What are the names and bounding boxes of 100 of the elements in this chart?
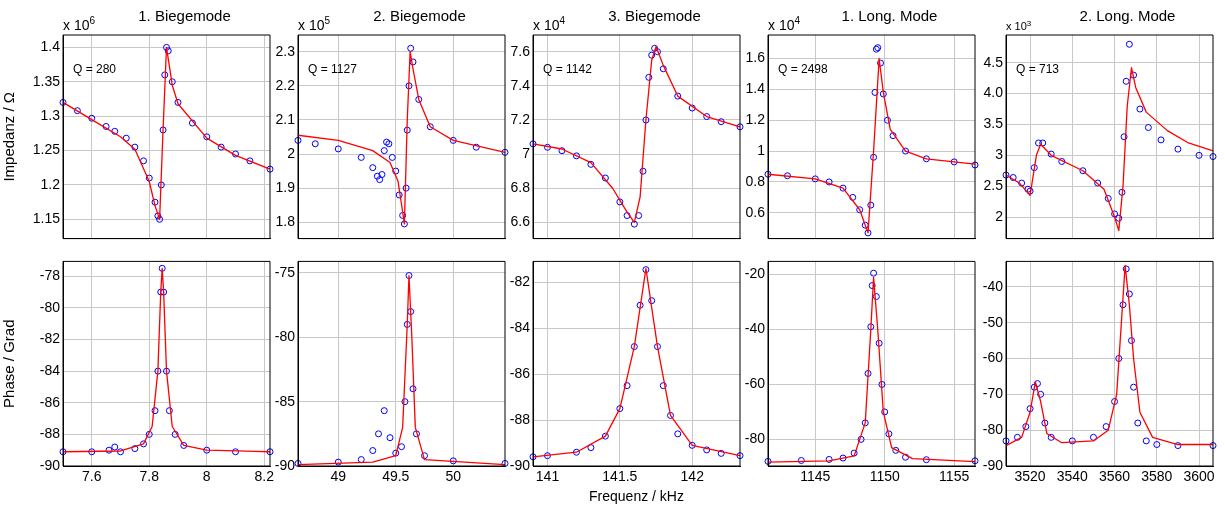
y-tick-label: -84 bbox=[509, 319, 531, 336]
point bbox=[1130, 383, 1138, 391]
point bbox=[572, 448, 580, 456]
point bbox=[1018, 179, 1026, 187]
point bbox=[392, 449, 400, 457]
point bbox=[501, 459, 509, 467]
point bbox=[881, 408, 889, 416]
point bbox=[156, 215, 164, 223]
y-tick-label: -86 bbox=[509, 365, 531, 382]
point bbox=[543, 143, 551, 151]
point bbox=[764, 457, 772, 465]
point bbox=[1041, 419, 1049, 427]
point bbox=[376, 176, 384, 184]
x-tick-label: 141.5 bbox=[602, 468, 638, 485]
point bbox=[857, 435, 865, 443]
point bbox=[736, 452, 744, 460]
y-tick-label: -84 bbox=[39, 361, 61, 378]
point bbox=[667, 411, 675, 419]
point bbox=[1026, 405, 1034, 413]
y-tick-label: -20 bbox=[744, 265, 766, 282]
point bbox=[529, 140, 537, 148]
point bbox=[415, 95, 423, 103]
y-tick-label: 2.5 bbox=[983, 177, 1004, 194]
point bbox=[616, 198, 624, 206]
point bbox=[400, 220, 408, 228]
point bbox=[88, 448, 96, 456]
point bbox=[653, 48, 661, 56]
point bbox=[151, 407, 159, 415]
annotation: Q = 280 bbox=[73, 62, 117, 76]
point bbox=[1047, 150, 1055, 158]
x-tick-label: 49.5 bbox=[382, 468, 410, 485]
y-tick-label: 1.2 bbox=[745, 111, 766, 128]
point bbox=[635, 212, 643, 220]
y-tick-label: -40 bbox=[744, 320, 766, 337]
point bbox=[883, 116, 891, 124]
point bbox=[601, 432, 609, 440]
y-tick-label: -86 bbox=[39, 393, 61, 410]
point bbox=[122, 134, 130, 142]
point bbox=[59, 98, 67, 106]
x-tick-label: 1150 bbox=[869, 468, 900, 485]
point bbox=[145, 430, 153, 438]
x-tick-label: 7.6 bbox=[82, 468, 102, 485]
point bbox=[1037, 390, 1045, 398]
y-tick-label: 1.4 bbox=[40, 38, 61, 55]
y-tick-label: -88 bbox=[509, 410, 531, 427]
point bbox=[174, 98, 182, 106]
point bbox=[407, 44, 415, 52]
point bbox=[412, 430, 420, 438]
point bbox=[839, 184, 847, 192]
point bbox=[1102, 423, 1110, 431]
y-tick-label: -90 bbox=[39, 456, 61, 473]
point bbox=[630, 343, 638, 351]
chart-title: 1. Long. Mode bbox=[841, 7, 938, 24]
point bbox=[1089, 433, 1097, 441]
point bbox=[1111, 398, 1119, 405]
point bbox=[398, 443, 405, 451]
x-tick-label: 3540 bbox=[1056, 468, 1089, 485]
y-axis-title: Impedanz / Ω bbox=[0, 92, 18, 182]
point bbox=[871, 88, 879, 96]
chart-title: 1. Biegemode bbox=[138, 7, 231, 24]
point bbox=[1127, 337, 1135, 345]
point bbox=[357, 153, 365, 161]
y-tick-label: 2.2 bbox=[275, 76, 296, 93]
point bbox=[409, 385, 417, 393]
point bbox=[922, 155, 930, 163]
point bbox=[1104, 195, 1112, 202]
y-tick-label: -60 bbox=[744, 375, 766, 392]
y-tick-label: 2 bbox=[287, 144, 296, 161]
point bbox=[879, 90, 887, 98]
point bbox=[875, 339, 883, 347]
point bbox=[971, 457, 979, 465]
chart-title: 3. Biegemode bbox=[608, 7, 701, 24]
point bbox=[399, 211, 407, 219]
x-tick-label: 7.8 bbox=[139, 468, 160, 485]
point bbox=[1122, 77, 1130, 85]
y-tick-label: 0.6 bbox=[745, 203, 766, 220]
y-tick-label: 1.25 bbox=[32, 141, 61, 158]
point bbox=[639, 167, 647, 175]
point bbox=[797, 457, 805, 465]
y-tick-label: -78 bbox=[39, 267, 61, 284]
point bbox=[395, 191, 403, 199]
point bbox=[375, 430, 382, 438]
point bbox=[558, 147, 566, 155]
annotation: Q = 1127 bbox=[308, 62, 358, 76]
y-tick-label: 1.2 bbox=[40, 175, 61, 192]
point bbox=[154, 212, 162, 220]
point bbox=[616, 405, 624, 413]
y-axis-title: Phase / Grad bbox=[0, 319, 18, 408]
point bbox=[403, 126, 411, 134]
point bbox=[111, 127, 119, 135]
point bbox=[88, 114, 96, 122]
chart-title: 2. Biegemode bbox=[373, 7, 466, 24]
point bbox=[1047, 433, 1055, 441]
y-tick-label: 7.2 bbox=[510, 110, 531, 127]
point bbox=[449, 136, 457, 144]
point bbox=[386, 434, 394, 442]
point bbox=[369, 447, 377, 455]
point bbox=[1022, 423, 1030, 431]
point bbox=[1144, 124, 1152, 132]
point bbox=[922, 456, 930, 464]
